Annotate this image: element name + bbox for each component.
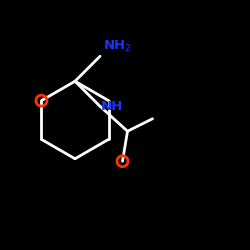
Text: NH$_2$: NH$_2$ [102, 39, 131, 54]
Text: NH: NH [101, 100, 124, 113]
